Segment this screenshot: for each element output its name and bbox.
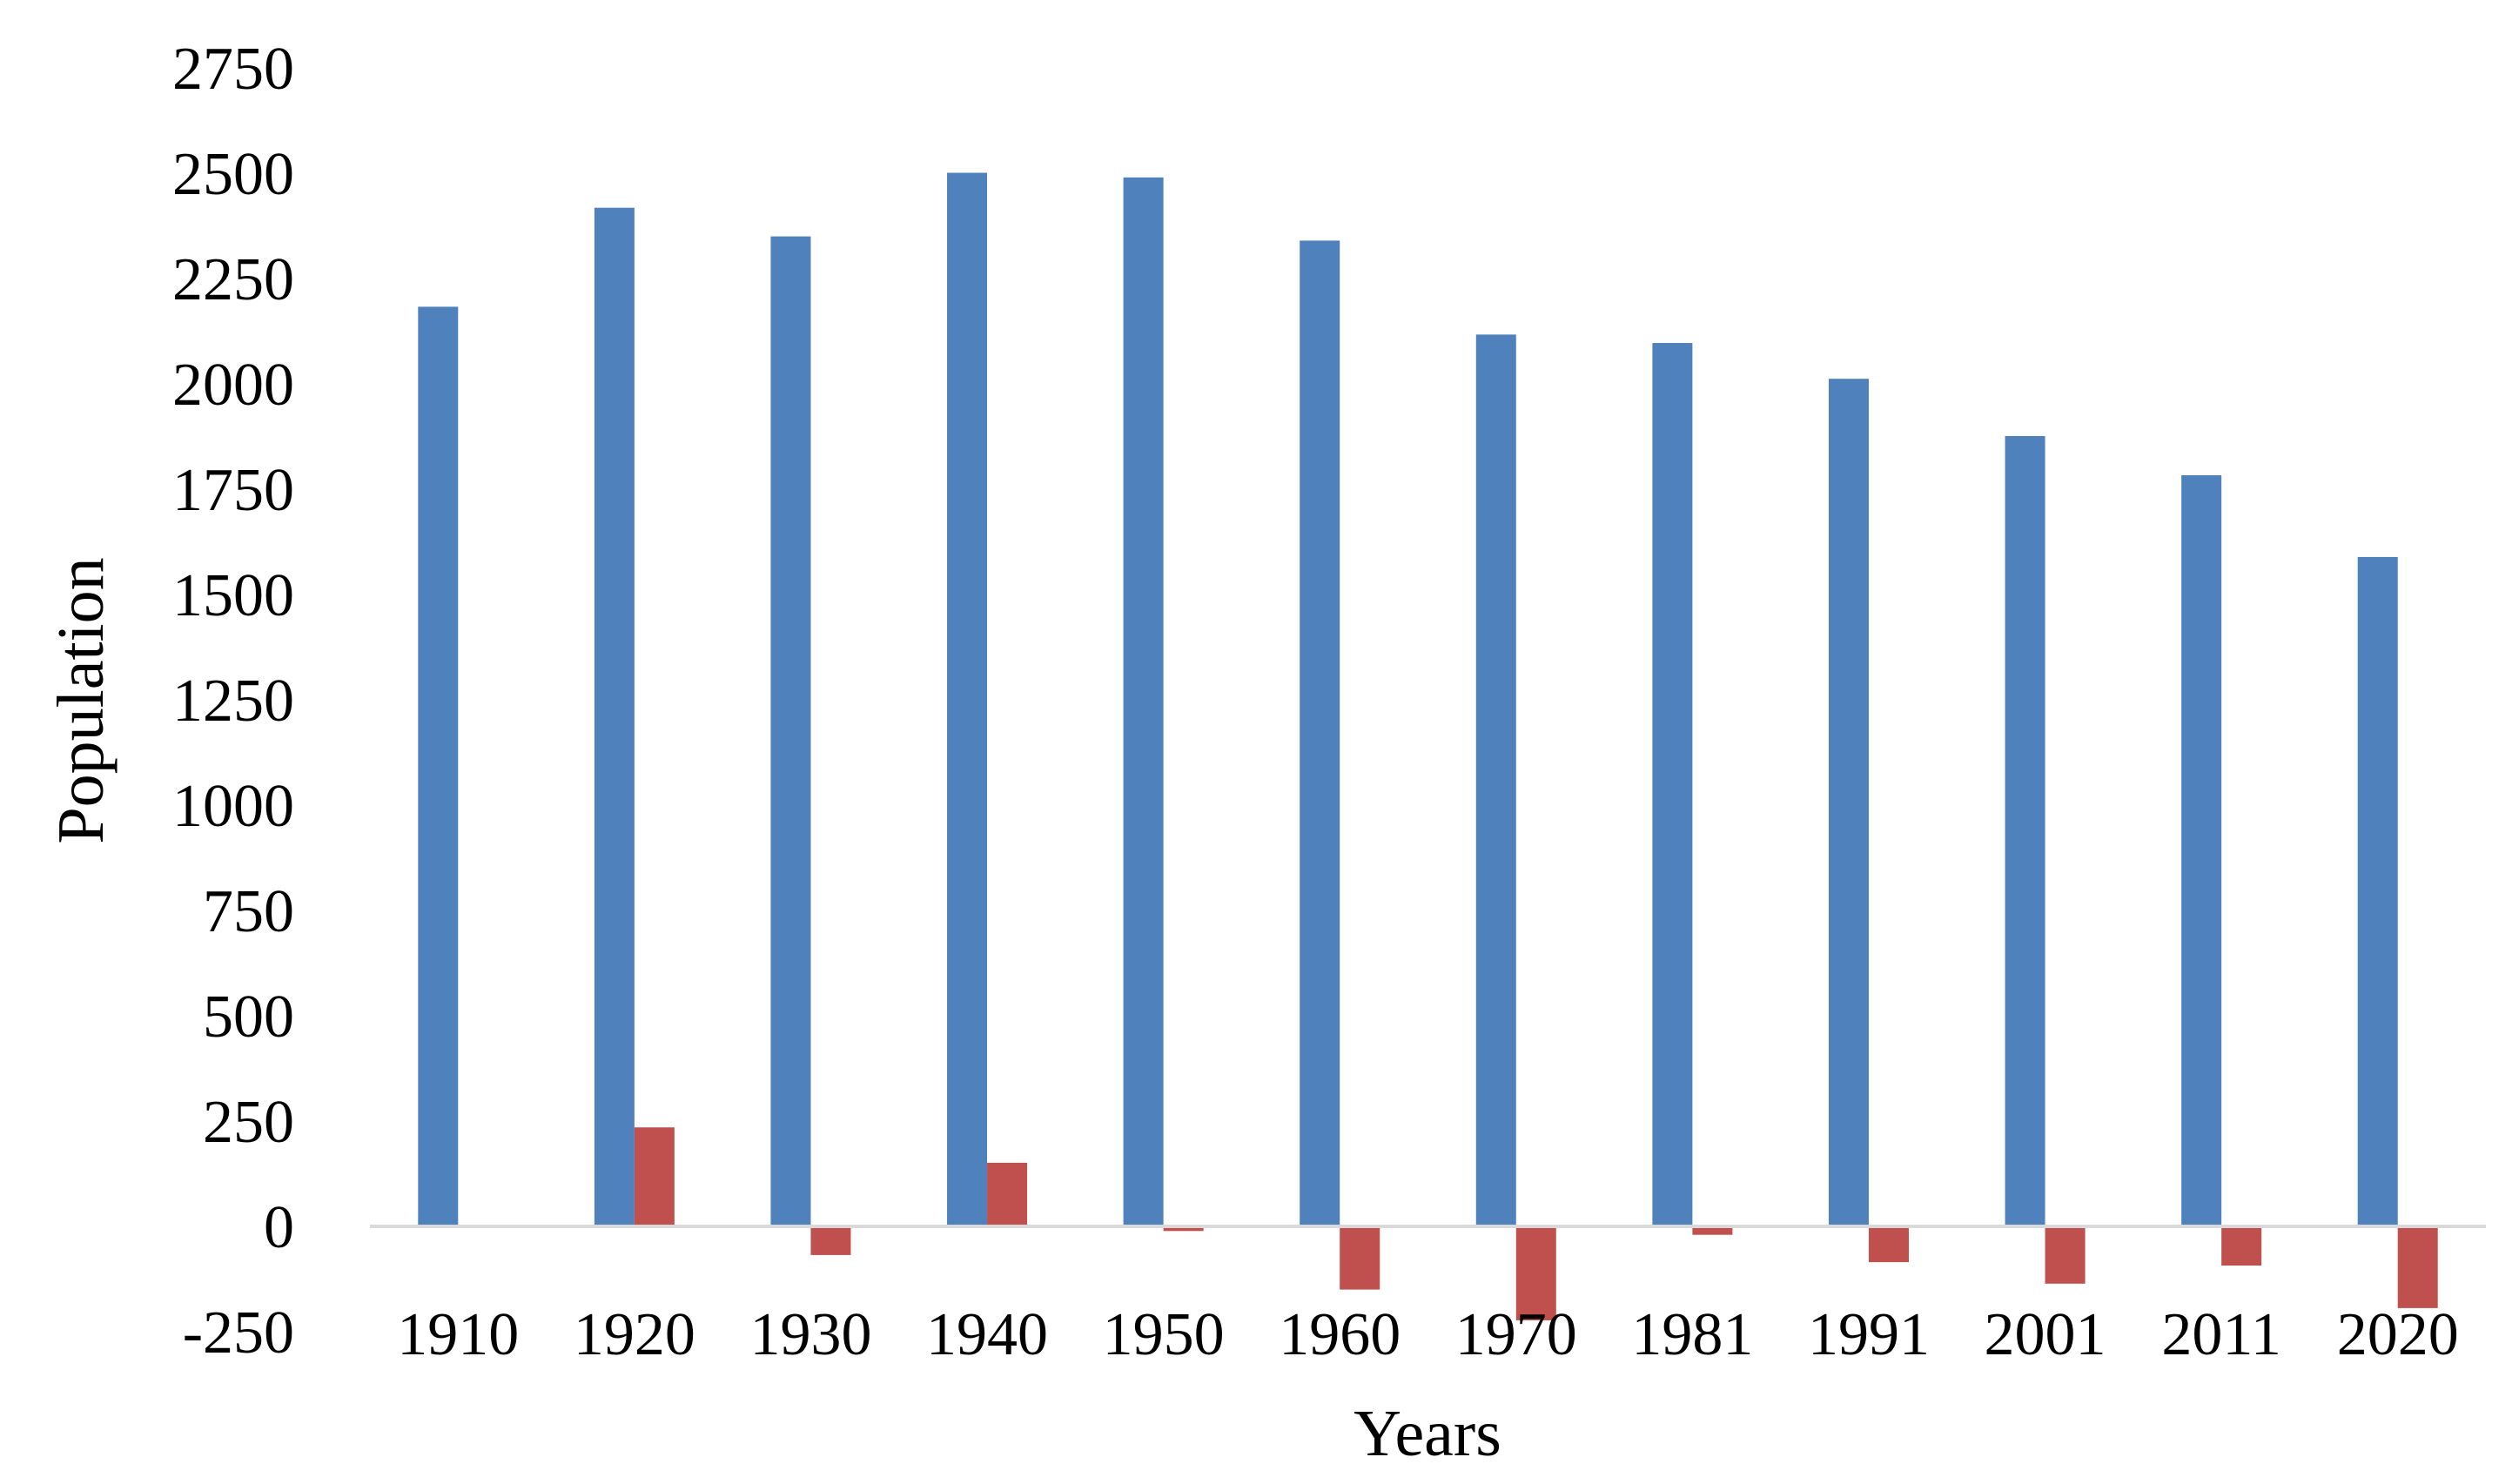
x-tick-label: 2001 bbox=[1985, 1301, 2106, 1368]
x-tick-label: 1960 bbox=[1279, 1301, 1401, 1368]
x-tick-label: 1910 bbox=[397, 1301, 519, 1368]
bar-series1-1960 bbox=[1300, 240, 1340, 1227]
y-tick-label: 500 bbox=[203, 984, 294, 1051]
y-axis-title: Population bbox=[44, 557, 118, 843]
y-tick-label: 2500 bbox=[172, 141, 294, 208]
bar-series2-1991 bbox=[1868, 1226, 1909, 1263]
bar-series1-2020 bbox=[2357, 556, 2398, 1226]
y-tick-label: 250 bbox=[203, 1089, 294, 1156]
y-tick-label: 0 bbox=[264, 1194, 294, 1261]
bar-series2-2001 bbox=[2045, 1226, 2086, 1284]
bar-series2-1970 bbox=[1515, 1226, 1556, 1320]
y-tick-label: 750 bbox=[203, 878, 294, 945]
bar-series2-2020 bbox=[2397, 1226, 2438, 1308]
y-tick-label: 1250 bbox=[172, 668, 294, 735]
x-tick-label: 2011 bbox=[2161, 1301, 2281, 1368]
bar-series1-1950 bbox=[1123, 177, 1164, 1227]
y-tick-label: 1500 bbox=[172, 562, 294, 629]
bar-series2-1920 bbox=[634, 1127, 675, 1226]
bar-series1-1991 bbox=[1828, 379, 1869, 1226]
bars-layer bbox=[418, 172, 2438, 1320]
y-tick-label: -250 bbox=[183, 1299, 294, 1366]
bar-series1-1910 bbox=[418, 306, 459, 1227]
x-tick-label: 1950 bbox=[1103, 1301, 1225, 1368]
bar-series1-1930 bbox=[770, 236, 811, 1227]
x-tick-label: 1940 bbox=[926, 1301, 1048, 1368]
x-axis-title: Years bbox=[1354, 1397, 1501, 1470]
bar-series1-2001 bbox=[2005, 436, 2045, 1226]
y-tick-label: 1000 bbox=[172, 773, 294, 840]
y-tick-label: 1750 bbox=[172, 457, 294, 524]
bar-series2-1960 bbox=[1340, 1226, 1380, 1290]
y-tick-label: 2000 bbox=[172, 352, 294, 419]
x-tick-label: 2020 bbox=[2337, 1301, 2459, 1368]
bar-series2-2011 bbox=[2221, 1226, 2262, 1266]
x-tick-label: 1930 bbox=[749, 1301, 871, 1368]
bar-series2-1940 bbox=[987, 1162, 1028, 1226]
bar-series1-1920 bbox=[594, 207, 635, 1227]
y-tick-label: 2250 bbox=[172, 246, 294, 313]
y-axis-ticks: 2750250022502000175015001250100075050025… bbox=[172, 36, 294, 1366]
bar-series1-1970 bbox=[1475, 334, 1516, 1226]
bar-series2-1981 bbox=[1692, 1226, 1733, 1235]
bar-series1-2011 bbox=[2181, 475, 2222, 1226]
x-tick-label: 1970 bbox=[1455, 1301, 1577, 1368]
bar-series1-1981 bbox=[1652, 343, 1693, 1226]
y-tick-label: 2750 bbox=[172, 36, 294, 103]
x-tick-label: 1981 bbox=[1631, 1301, 1753, 1368]
bar-series2-1930 bbox=[810, 1226, 851, 1255]
x-tick-label: 1991 bbox=[1808, 1301, 1930, 1368]
x-axis-ticks: 1910 1920 1930 1940 1950 1960 1970 1981 1991 2001… bbox=[397, 1301, 2458, 1368]
bar-series1-1940 bbox=[947, 172, 988, 1227]
x-tick-label: 1920 bbox=[574, 1301, 695, 1368]
bar-series2-1950 bbox=[1163, 1226, 1204, 1232]
